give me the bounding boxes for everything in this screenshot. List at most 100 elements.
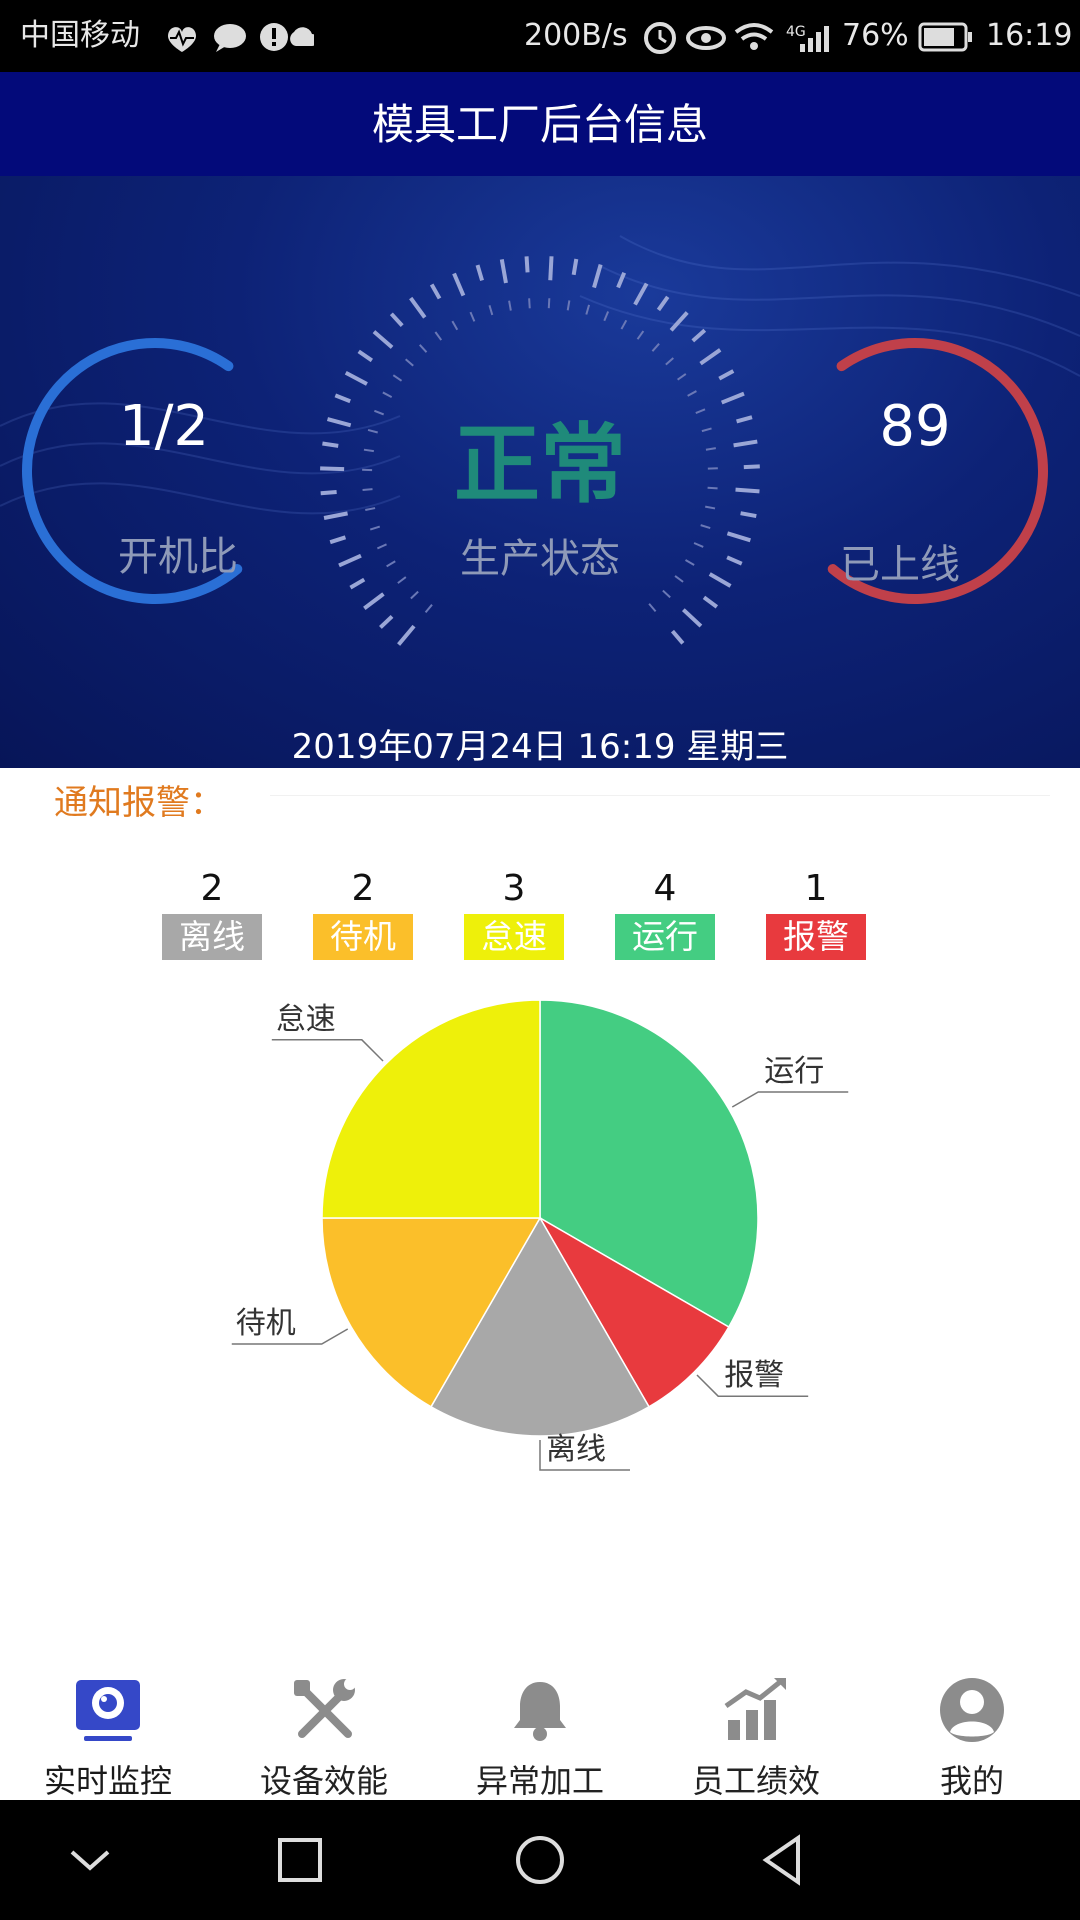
clock: 16:19 [986,18,1073,53]
pie-slice-offline [429,1216,651,1437]
tab-label: 设备效能 [259,1762,388,1800]
dial-inner-tick [362,488,373,491]
dial-inner-tick [508,300,512,311]
legend-item-alarm[interactable]: 1 报警 [766,868,866,960]
dial-tick [726,555,743,566]
legend-badge: 离线 [162,914,262,960]
bottom-tab-bar: 实时监控 设备效能 异常加工 员工绩效 [0,1660,1080,1800]
legend-count: 3 [502,868,526,909]
dial-inner-tick [620,319,628,330]
legend-badge: 报警 [766,914,866,960]
dial-tick [379,614,394,629]
dial-inner-tick [369,525,381,531]
pie-slice-standby [321,1217,542,1408]
dial-tick [329,535,347,545]
chat-icon [214,24,246,48]
dial-tick [702,595,719,609]
legend-item-offline[interactable]: 2 离线 [162,868,262,960]
dial-inner-tick [376,543,387,550]
production-dashboard: 1/2 开机比 正常 生产状态 89 已上线 2019年07月24日 16:19… [0,176,1080,768]
dial-tick [372,330,394,349]
pie-leader-line [231,1328,349,1345]
dial-inner-tick [684,559,695,566]
down-icon[interactable] [60,1830,120,1890]
dial-inner-tick [695,408,706,414]
wave-background [0,235,1080,515]
legend-badge: 怠速 [464,914,564,960]
signal-icon [800,44,805,52]
dial-tick [736,415,753,424]
dial-inner-tick [419,344,428,353]
dial-tick [708,572,732,588]
dial-inner-tick [566,300,571,311]
tab-realtime-monitor[interactable]: 实时监控 [0,1660,216,1800]
dial-tick [397,624,416,646]
tab-label: 实时监控 [43,1762,172,1800]
tab-staff-performance[interactable]: 员工绩效 [648,1660,864,1800]
legend-badge: 运行 [615,914,715,960]
dial-tick [409,296,427,319]
online-arc [827,338,1048,604]
dial-tick [452,272,466,297]
status-dial-ticks [320,256,760,646]
eye-icon [686,26,726,50]
monitor-icon [76,1680,140,1741]
dial-tick [499,258,508,284]
power-ratio-value: 1/2 [118,394,210,459]
dial-tick [681,608,703,628]
dial-inner-tick [363,448,374,453]
dial-inner-tick [424,604,433,613]
legend-count: 2 [351,868,375,909]
dial-tick [320,466,345,472]
dial-inner-tick [705,505,716,510]
online-count-value: 89 [879,394,951,459]
dial-inner-tick [528,298,531,309]
power-ratio-label: 开机比 [118,534,238,580]
dial-tick [616,271,627,289]
legend-item-running[interactable]: 4 运行 [615,868,715,960]
pie-slice-running [539,999,759,1329]
tab-equipment-efficiency[interactable]: 设备效能 [216,1660,432,1800]
dial-tick [718,369,735,381]
dial-inner-tick [547,298,551,309]
dial-inner-tick [434,331,443,341]
dial-inner-tick [392,374,403,382]
tools-icon [294,1678,356,1738]
dial-tick [669,311,689,332]
dial-tick [571,258,579,276]
pie-label-running: 运行 [764,1054,825,1089]
dial-inner-tick [648,603,657,613]
online-count-label: 已上线 [840,542,960,588]
dial-tick [322,441,339,448]
dial-tick [363,592,385,610]
pie-label-standby: 待机 [235,1306,296,1341]
current-datetime: 2019年07月24日 16:19 星期三 [291,727,789,767]
legend-item-idle[interactable]: 3 怠速 [464,868,564,960]
battery-percent: 76% [842,18,909,53]
dial-inner-tick [488,305,494,316]
back-icon[interactable] [752,1830,812,1890]
dial-tick [326,417,352,428]
tab-mine[interactable]: 我的 [864,1660,1080,1800]
battery-icon [918,22,972,52]
dial-inner-tick [705,447,716,451]
dial-inner-tick [386,560,396,568]
wifi-icon [734,23,774,34]
status-pie-chart [231,999,849,1471]
dial-inner-tick [662,589,671,599]
legend-item-standby[interactable]: 2 待机 [313,868,413,960]
dial-tick [735,487,760,494]
dial-inner-tick [701,427,712,433]
tab-abnormal-processing[interactable]: 异常加工 [432,1660,648,1800]
pie-slice-alarm [537,1215,730,1408]
notice-alarm-title: 通知报警： [54,783,224,823]
dial-tick [726,531,751,543]
dial-tick [633,282,649,306]
dial-tick [334,393,351,404]
dial-tick [344,370,368,386]
recent-apps-icon[interactable] [270,1830,330,1890]
dial-tick [740,511,757,519]
dial-inner-tick [707,486,718,490]
legend-badge: 待机 [313,914,413,960]
home-icon[interactable] [510,1830,570,1890]
